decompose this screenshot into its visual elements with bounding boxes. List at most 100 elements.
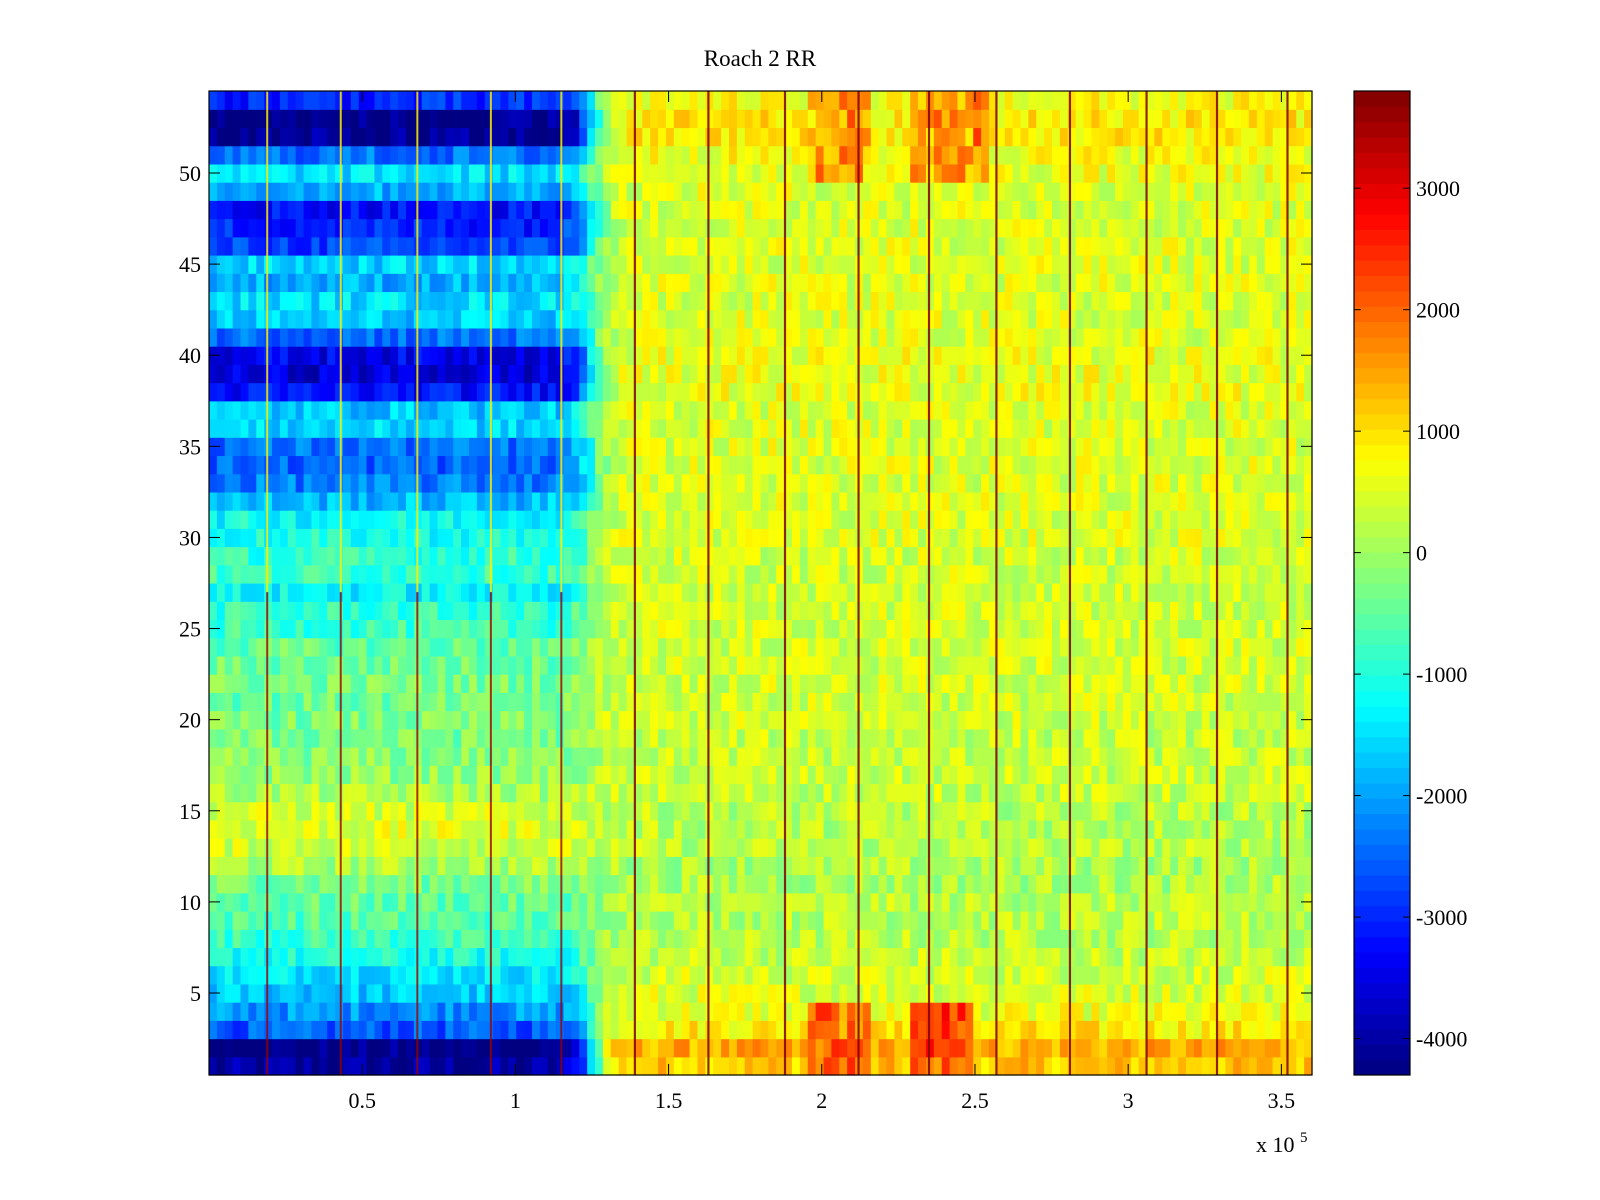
heatmap-cell: [240, 528, 249, 548]
heatmap-cell: [1288, 856, 1297, 876]
heatmap-cell: [350, 710, 360, 730]
heatmap-cell: [658, 455, 667, 475]
heatmap-cell: [894, 437, 903, 457]
heatmap-cell: [768, 1038, 777, 1058]
heatmap-cell: [295, 437, 305, 457]
heatmap-cell: [264, 564, 273, 584]
heatmap-cell: [697, 491, 706, 511]
heatmap-cell: [665, 929, 675, 949]
heatmap-cell: [445, 619, 454, 639]
heatmap-cell: [1264, 965, 1274, 985]
heatmap-cell: [547, 765, 557, 785]
heatmap-cell: [736, 747, 746, 766]
heatmap-cell: [445, 692, 454, 712]
heatmap-cell: [295, 619, 305, 639]
heatmap-cell: [634, 419, 643, 438]
heatmap-cell: [547, 473, 557, 493]
heatmap-cell: [516, 765, 525, 785]
heatmap-cell: [918, 965, 927, 985]
heatmap-cell: [988, 947, 998, 967]
heatmap-cell: [626, 637, 636, 657]
heatmap-cell: [1075, 929, 1085, 949]
heatmap-cell: [728, 728, 738, 748]
heatmap-cell: [461, 892, 470, 912]
heatmap-cell: [1304, 947, 1313, 967]
heatmap-cell: [461, 838, 470, 857]
heatmap-cell: [256, 929, 265, 949]
heatmap-cell: [1020, 692, 1029, 712]
heatmap-cell: [736, 783, 746, 803]
heatmap-cell: [1099, 929, 1108, 949]
heatmap-cell: [476, 546, 486, 566]
heatmap-cell: [925, 583, 935, 602]
heatmap-cell: [650, 892, 659, 912]
heatmap-cell: [1217, 783, 1226, 803]
heatmap-cell: [831, 1056, 840, 1076]
heatmap-cell: [752, 619, 762, 639]
heatmap-cell: [1178, 911, 1187, 930]
heatmap-cell: [579, 801, 588, 821]
heatmap-cell: [374, 455, 383, 475]
heatmap-cell: [524, 710, 533, 730]
heatmap-cell: [697, 619, 706, 639]
heatmap-cell: [1052, 619, 1061, 639]
heatmap-cell: [398, 601, 407, 621]
heatmap-cell: [1067, 892, 1077, 912]
heatmap-cell: [776, 947, 785, 967]
heatmap-cell: [610, 491, 620, 511]
heatmap-cell: [1256, 710, 1266, 730]
heatmap-cell: [744, 710, 754, 730]
heatmap-cell: [492, 947, 502, 967]
heatmap-cell: [342, 911, 352, 930]
heatmap-cell: [736, 419, 746, 438]
heatmap-cell: [1185, 747, 1195, 766]
heatmap-cell: [484, 655, 494, 675]
heatmap-cell: [831, 601, 840, 621]
heatmap-cell: [1146, 491, 1156, 511]
heatmap-cell: [626, 765, 636, 785]
heatmap-cell: [366, 911, 376, 930]
heatmap-cell: [894, 874, 903, 894]
heatmap-cell: [382, 892, 391, 912]
heatmap-cell: [1075, 838, 1085, 857]
heatmap-cell: [618, 892, 628, 912]
heatmap-cell: [1036, 546, 1045, 566]
heatmap-cell: [626, 783, 636, 803]
heatmap-cell: [563, 583, 573, 602]
heatmap-cell: [1178, 455, 1187, 475]
heatmap-cell: [1130, 655, 1140, 675]
heatmap-cell: [1075, 874, 1085, 894]
heatmap-cell: [272, 983, 281, 1003]
heatmap-cell: [484, 601, 494, 621]
heatmap-cell: [894, 819, 903, 839]
heatmap-cell: [327, 838, 336, 857]
heatmap-cell: [894, 892, 903, 912]
heatmap-cell: [618, 692, 628, 712]
heatmap-cell: [1241, 1056, 1250, 1076]
heatmap-cell: [587, 510, 596, 529]
heatmap-cell: [1154, 546, 1163, 566]
heatmap-cell: [1272, 564, 1282, 584]
heatmap-cell: [1091, 510, 1100, 529]
heatmap-cell: [342, 455, 352, 475]
heatmap-cell: [1052, 911, 1061, 930]
heatmap-cell: [563, 546, 573, 566]
heatmap-cell: [327, 1002, 336, 1021]
heatmap-cell: [697, 819, 706, 839]
heatmap-cell: [768, 965, 777, 985]
heatmap-cell: [421, 528, 431, 548]
heatmap-cell: [398, 874, 407, 894]
heatmap-cell: [721, 619, 730, 639]
heatmap-cell: [1004, 1056, 1014, 1076]
heatmap-cell: [634, 929, 643, 949]
heatmap-cell: [405, 655, 415, 675]
heatmap-cell: [626, 564, 636, 584]
heatmap-cell: [776, 874, 785, 894]
heatmap-cell: [547, 637, 557, 657]
heatmap-cell: [658, 1056, 667, 1076]
heatmap-cell: [933, 510, 943, 529]
heatmap-cell: [374, 1038, 383, 1058]
heatmap-cell: [665, 856, 675, 876]
heatmap-cell: [1296, 674, 1305, 693]
heatmap-cell: [988, 437, 998, 457]
